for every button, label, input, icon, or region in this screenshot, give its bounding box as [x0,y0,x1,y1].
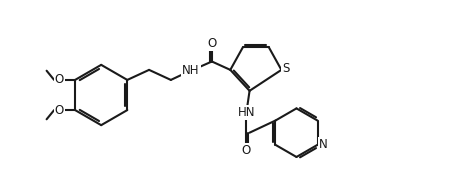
Text: O: O [55,73,64,86]
Text: O: O [55,104,64,117]
Text: N: N [319,138,328,151]
Text: O: O [242,144,251,157]
Text: S: S [282,62,289,75]
Text: O: O [207,37,217,50]
Text: HN: HN [237,106,255,119]
Text: NH: NH [182,64,200,77]
